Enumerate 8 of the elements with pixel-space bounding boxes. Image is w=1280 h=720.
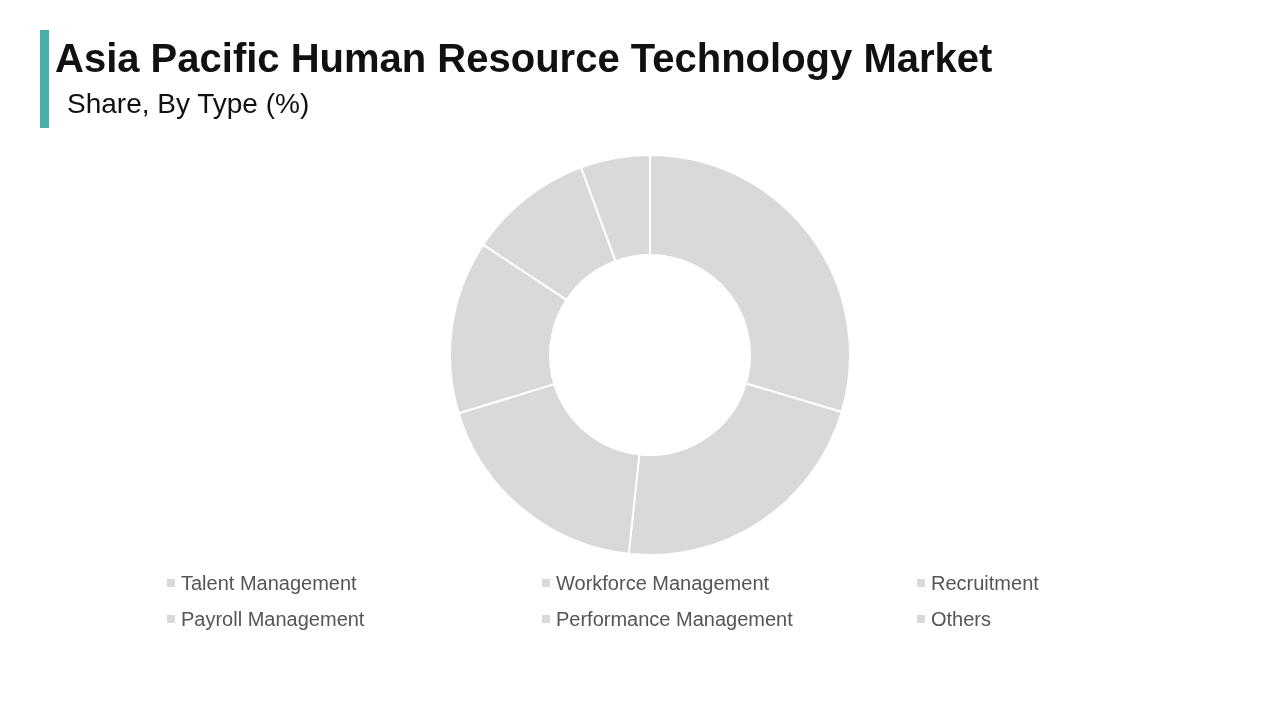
legend-label: Performance Management (556, 608, 794, 630)
legend-label: Talent Management (181, 572, 358, 594)
legend-label: Others (931, 608, 992, 630)
legend-label: Recruitment (931, 572, 1040, 594)
legend-label: Payroll Management (181, 608, 365, 630)
chart-title: Asia Pacific Human Resource Technology Market (55, 35, 993, 82)
legend-label: Workforce Management (556, 572, 770, 594)
chart-subtitle: Share, By Type (%) (66, 87, 311, 121)
